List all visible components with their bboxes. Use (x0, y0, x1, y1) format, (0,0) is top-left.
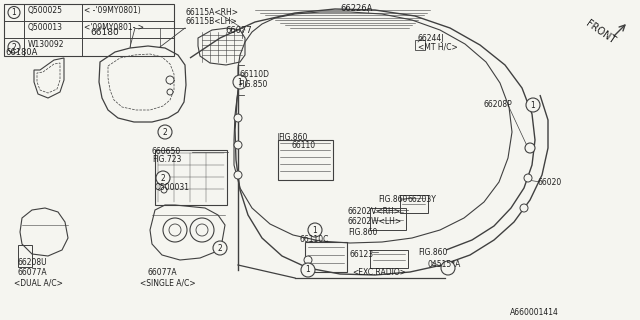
Text: 66115A<RH>: 66115A<RH> (185, 8, 238, 17)
Circle shape (304, 256, 312, 264)
Text: 2: 2 (12, 43, 17, 52)
Text: 66110D: 66110D (240, 70, 270, 79)
Bar (4, 4, 174, 56)
Circle shape (213, 241, 227, 255)
Text: 2: 2 (218, 244, 222, 252)
Text: 66077: 66077 (225, 26, 252, 35)
Circle shape (301, 263, 315, 277)
Circle shape (233, 75, 247, 89)
Text: 66203Y: 66203Y (408, 195, 437, 204)
Text: <DUAL A/C>: <DUAL A/C> (14, 278, 63, 287)
Text: FIG.850: FIG.850 (238, 80, 268, 89)
Text: Q500013: Q500013 (28, 23, 63, 32)
Text: 66208U: 66208U (18, 258, 47, 267)
Circle shape (525, 143, 535, 153)
Text: 1: 1 (306, 266, 310, 275)
Circle shape (196, 224, 208, 236)
Bar (415, 40, 425, 50)
Text: 66115B<LH>: 66115B<LH> (185, 17, 237, 26)
Text: W130092: W130092 (28, 40, 65, 49)
Bar (155, 150, 227, 205)
Text: FIG.860: FIG.860 (418, 248, 447, 257)
Text: FIG.860: FIG.860 (278, 133, 307, 142)
Circle shape (163, 218, 187, 242)
Circle shape (234, 114, 242, 122)
Text: 2: 2 (161, 173, 165, 182)
Circle shape (161, 187, 167, 193)
Circle shape (156, 171, 170, 185)
Circle shape (520, 204, 528, 212)
Text: FIG.860: FIG.860 (348, 228, 378, 237)
Text: 66077A: 66077A (148, 268, 178, 277)
Circle shape (8, 6, 20, 19)
Text: 66244J: 66244J (418, 34, 445, 43)
Text: FIG.723: FIG.723 (152, 155, 181, 164)
Text: 66020: 66020 (538, 178, 563, 187)
Text: 66180A: 66180A (5, 48, 37, 57)
Text: 66226A: 66226A (340, 4, 372, 13)
Text: 1: 1 (312, 226, 317, 235)
Circle shape (308, 223, 322, 237)
Bar (278, 140, 333, 180)
Bar (18, 245, 32, 267)
Text: 66123: 66123 (350, 250, 374, 259)
Text: 66110: 66110 (292, 141, 316, 150)
Text: Q500025: Q500025 (28, 6, 63, 15)
Text: 66202W<LH>: 66202W<LH> (348, 217, 402, 226)
Text: Q500031: Q500031 (155, 183, 190, 192)
Circle shape (167, 89, 173, 95)
Text: 2: 2 (163, 127, 168, 137)
Text: 66180: 66180 (90, 28, 119, 37)
Text: 1: 1 (531, 100, 536, 109)
Circle shape (234, 171, 242, 179)
Circle shape (190, 218, 214, 242)
Text: A660001414: A660001414 (510, 308, 559, 317)
Bar (370, 208, 406, 230)
Text: <'09MY0801- >: <'09MY0801- > (84, 23, 144, 32)
Text: 66202V<RH>: 66202V<RH> (348, 207, 401, 216)
Circle shape (526, 98, 540, 112)
Circle shape (169, 224, 181, 236)
Bar (305, 242, 347, 272)
Text: <SINGLE A/C>: <SINGLE A/C> (140, 278, 196, 287)
Bar (400, 195, 428, 213)
Text: 1: 1 (12, 8, 17, 17)
Text: 66110C: 66110C (300, 235, 330, 244)
Text: 1: 1 (237, 77, 243, 86)
Bar (370, 250, 408, 268)
Circle shape (166, 76, 174, 84)
Text: <EXC.RADIO>: <EXC.RADIO> (352, 268, 406, 277)
Text: 66077A: 66077A (18, 268, 47, 277)
Text: <MT H/C>: <MT H/C> (418, 42, 458, 51)
Circle shape (234, 141, 242, 149)
Text: < -'09MY0801): < -'09MY0801) (84, 6, 141, 15)
Text: 04515*A: 04515*A (428, 260, 461, 269)
Circle shape (441, 261, 455, 275)
Text: FIG.860: FIG.860 (378, 195, 408, 204)
Circle shape (524, 174, 532, 182)
Text: FRONT: FRONT (584, 18, 616, 46)
Text: 66208P: 66208P (484, 100, 513, 109)
Text: 660650: 660650 (152, 147, 181, 156)
Circle shape (8, 41, 20, 53)
Circle shape (158, 125, 172, 139)
